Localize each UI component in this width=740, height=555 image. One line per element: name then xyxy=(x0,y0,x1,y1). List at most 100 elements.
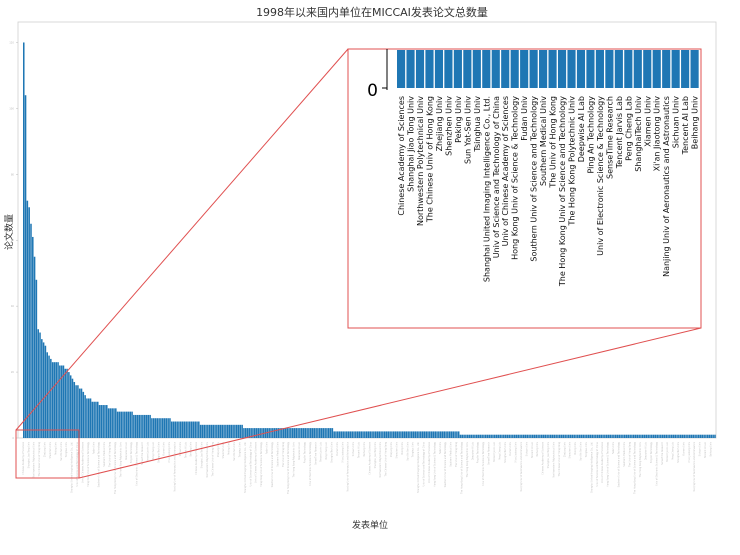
bar xyxy=(246,428,249,438)
bar xyxy=(459,434,462,438)
bar xyxy=(676,434,678,438)
bar xyxy=(412,431,415,438)
bar xyxy=(447,431,449,438)
bar xyxy=(477,434,480,438)
x-tick-label: Hong Kong Univ of Science & Technology xyxy=(87,441,90,487)
bar xyxy=(600,434,603,438)
bar xyxy=(474,434,476,438)
x-tick-label: Xiamen Univ xyxy=(509,441,512,456)
inset-category-label: Southern Univ of Science and Technology xyxy=(530,96,539,262)
inset-category-label: Tencent Jarvis Lab xyxy=(615,96,624,169)
x-tick-label: Shanghai United Imaging Intelligence Co.… xyxy=(71,442,74,493)
x-tick-label: Shanghai United Imaging Intelligence Co.… xyxy=(417,442,420,493)
bar xyxy=(261,428,263,438)
inset-bar xyxy=(397,50,406,88)
bar xyxy=(35,279,38,438)
bar xyxy=(454,431,456,438)
bar xyxy=(107,408,110,438)
bar xyxy=(591,434,594,438)
bar xyxy=(687,434,689,438)
bar xyxy=(60,365,63,438)
bar xyxy=(607,434,610,438)
bar xyxy=(24,95,27,438)
y-tick-group: 0 20 40 60 80 100 120 xyxy=(9,40,18,440)
bar xyxy=(100,405,103,438)
x-tick-label: Peking Univ xyxy=(574,441,577,455)
x-tick-label: SenseTime Research xyxy=(488,441,491,464)
bar xyxy=(503,434,505,438)
bar xyxy=(192,421,195,438)
bar xyxy=(681,434,684,438)
bar xyxy=(87,398,90,438)
inset-category-label: The Chinese Univ of Hong Kong xyxy=(425,96,434,223)
bar xyxy=(255,428,258,438)
x-tick-label: The Hong Kong Univ of Science and Techno… xyxy=(114,441,117,494)
bar xyxy=(441,431,444,438)
bar xyxy=(643,434,646,438)
bar xyxy=(383,431,386,438)
chart-title: 1998年以来国内单位在MICCAI发表论文总数量 xyxy=(256,5,488,19)
bar xyxy=(91,401,94,438)
bar xyxy=(331,428,334,438)
x-tick-label: Tencent AI Lab xyxy=(704,441,707,458)
bar xyxy=(618,434,621,438)
x-tick-label: The Hong Kong Univ of Science and Techno… xyxy=(634,441,637,494)
bar xyxy=(196,421,198,438)
y-tick-label: 80 xyxy=(11,172,15,176)
inset-category-label: Sun Yat-Sen Univ xyxy=(463,96,472,164)
bar xyxy=(411,431,413,438)
bar xyxy=(210,424,213,438)
bar xyxy=(300,428,303,438)
bar xyxy=(571,434,574,438)
bar xyxy=(41,339,43,438)
inset-bar xyxy=(614,50,623,88)
x-tick-label: Sichuan Univ xyxy=(525,441,528,456)
bar xyxy=(694,434,696,438)
bar xyxy=(44,345,47,438)
x-tick-label: Chinese Academy of Sciences xyxy=(195,441,198,475)
bar xyxy=(494,434,496,438)
bar xyxy=(143,414,146,438)
x-tick-label: Sun Yat-Sen Univ xyxy=(60,441,63,460)
inset-bar xyxy=(576,50,586,88)
bar xyxy=(515,434,518,438)
bar xyxy=(23,42,25,438)
bar xyxy=(84,395,86,438)
bar xyxy=(672,434,675,438)
bar xyxy=(589,434,592,438)
bar xyxy=(51,362,54,438)
inset-bar xyxy=(501,50,510,88)
bar xyxy=(661,434,664,438)
bar xyxy=(568,434,570,438)
bar xyxy=(421,431,424,438)
inset-category-label: Univ of Electronic Science & Technology xyxy=(596,96,605,256)
bar xyxy=(326,428,328,438)
bar xyxy=(77,385,79,438)
bar xyxy=(425,431,427,438)
bar xyxy=(613,434,615,438)
bar xyxy=(380,431,382,438)
bar xyxy=(205,424,207,438)
bar xyxy=(125,411,128,438)
x-tick-label: Shenzhen Univ xyxy=(49,441,52,458)
bar xyxy=(286,428,289,438)
bar xyxy=(640,434,642,438)
bar xyxy=(156,418,159,438)
inset-bar xyxy=(652,50,661,88)
bar xyxy=(208,424,211,438)
bar xyxy=(93,401,95,438)
x-tick-label: Xi'an Jiaotong Univ xyxy=(168,441,171,462)
bar xyxy=(295,428,298,438)
bar xyxy=(407,431,409,438)
x-tick-label: ShanghaiTech Univ xyxy=(677,441,680,462)
bar xyxy=(598,434,601,438)
bar xyxy=(232,424,234,438)
x-tick-label: Univ of Science and Technology of China xyxy=(423,441,426,486)
bar xyxy=(703,434,705,438)
bar xyxy=(586,434,588,438)
bar xyxy=(57,362,59,438)
x-tick-label: Deepwise AI Lab xyxy=(645,441,648,460)
bar xyxy=(241,424,243,438)
bar xyxy=(634,434,637,438)
bar xyxy=(133,414,135,438)
